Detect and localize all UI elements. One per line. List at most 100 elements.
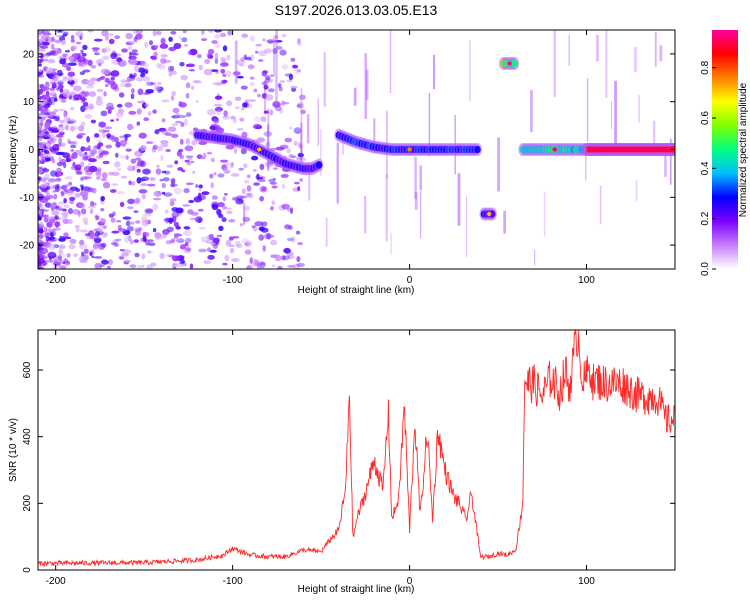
- spectrogram-noise-cell: [49, 203, 56, 209]
- spectrogram-noise-cell: [296, 69, 301, 73]
- spectrogram-noise-cell: [89, 208, 94, 215]
- spectrogram-noise-cell: [211, 195, 218, 200]
- spectrogram-noise-cell: [222, 206, 228, 210]
- spectrogram-noise-cell: [243, 102, 248, 107]
- spectrogram-noise-cell: [67, 56, 76, 60]
- spectrogram-noise-cell: [51, 159, 56, 164]
- spectrogram-noise-cell: [43, 226, 48, 234]
- spectrogram-noise-cell: [60, 40, 66, 46]
- spectrogram-noise-cell: [173, 42, 182, 50]
- spectrogram-noise-cell: [209, 173, 214, 179]
- spectrogram-noise-cell: [68, 208, 73, 215]
- spectrogram-noise-cell: [58, 119, 65, 123]
- spectrogram-noise-cell: [40, 241, 46, 248]
- spectrogram-noise-cell: [252, 225, 258, 232]
- spectrogram-noise-cell: [89, 251, 93, 256]
- spectrogram-noise-cell: [177, 167, 184, 171]
- spectrogram-noise-cell: [204, 58, 211, 65]
- spectrogram-noise-cell: [213, 30, 223, 33]
- spectrogram-noise-cell: [169, 239, 175, 244]
- spectrogram-noise-cell: [47, 216, 56, 221]
- spectrogram-noise-cell: [166, 226, 174, 233]
- spectrogram-noise-cell: [228, 236, 234, 241]
- spectrogram-noise-cell: [111, 135, 117, 143]
- spectrogram-noise-cell: [128, 55, 137, 61]
- spectrogram-noise-cell: [51, 99, 55, 106]
- spectrogram-noise-cell: [265, 141, 271, 148]
- spectrogram-noise-cell: [261, 81, 268, 86]
- spectrogram-noise-cell: [297, 242, 303, 246]
- spectrogram-noise-cell: [176, 238, 185, 244]
- spectrogram-noise-cell: [157, 145, 163, 152]
- spectrogram-noise-cell: [87, 59, 93, 66]
- spectrogram-noise-cell: [135, 77, 144, 82]
- spectrogram-noise-cell: [188, 69, 196, 72]
- spectrogram-noise-cell: [288, 73, 293, 81]
- spectrogram-noise-cell: [38, 132, 45, 136]
- spectrogram-noise-streak: [638, 95, 640, 123]
- spectrogram-noise-cell: [53, 244, 60, 249]
- spectrogram-noise-cell: [111, 230, 120, 234]
- spectrogram-noise-cell: [59, 265, 67, 269]
- colorbar: 0.0 0.2 0.4 0.6 0.8 Normalized spectral ampl…: [700, 30, 749, 276]
- spectrogram-noise-cell: [115, 220, 122, 223]
- spectrogram-noise-cell: [172, 263, 177, 269]
- spectrogram-noise-cell: [87, 187, 94, 193]
- spectrogram-noise-cell: [78, 243, 88, 250]
- spectrogram-noise-cell: [162, 191, 166, 195]
- spectrogram-noise-cell: [82, 44, 88, 51]
- spectrogram-noise-cell: [227, 30, 233, 36]
- spectrogram-noise-cell: [166, 218, 174, 223]
- spectrogram-noise-cell: [77, 132, 86, 136]
- spectrogram-noise-cell: [49, 81, 57, 85]
- spectrogram-noise-cell: [65, 183, 73, 187]
- spectrogram-noise-cell: [130, 125, 135, 129]
- spectrogram-noise-cell: [160, 57, 167, 64]
- spectrogram-noise-cell: [38, 258, 42, 262]
- spectrogram-noise-cell: [81, 251, 85, 257]
- spectrogram-noise-cell: [281, 183, 285, 189]
- spectrogram-y-ticks: -20 -10 0 10 20: [20, 49, 675, 252]
- spectrogram-noise-cell: [111, 50, 117, 57]
- spectrogram-noise-cell: [50, 170, 58, 177]
- spectrogram-noise-cell: [211, 40, 218, 44]
- spectrogram-noise-cell: [188, 199, 195, 204]
- spectrogram-noise-cell: [64, 124, 69, 131]
- spectrogram-noise-cell: [101, 30, 109, 37]
- spectrogram-noise-cell: [253, 258, 257, 263]
- spectrogram-noise-cell: [58, 244, 66, 250]
- spectrogram-noise-cell: [266, 234, 275, 238]
- spectrogram-noise-cell: [142, 92, 151, 95]
- spectrogram-noise-cell: [66, 120, 75, 124]
- spectrogram-noise-cell: [152, 228, 157, 233]
- spectrogram-noise-cell: [72, 97, 80, 101]
- spectrogram-noise-cell: [47, 251, 56, 258]
- spectrogram-noise-cell: [185, 155, 194, 159]
- spectrogram-noise-cell: [155, 31, 162, 36]
- spectrogram-noise-cell: [154, 45, 159, 49]
- spectrogram-noise-cell: [196, 54, 202, 59]
- spectrogram-noise-cell: [54, 215, 59, 220]
- spectrogram-noise-cell: [268, 178, 276, 183]
- spectrogram-noise-cell: [256, 93, 261, 98]
- spectrogram-noise-cell: [226, 54, 231, 61]
- spectrogram-noise-cell: [134, 252, 140, 258]
- colorbar-label: Normalized spectral amplitude: [738, 82, 749, 217]
- spectrogram-noise-cell: [45, 131, 50, 135]
- spectrogram-ridge: [518, 143, 590, 156]
- spectrogram-noise-cell: [83, 156, 88, 161]
- spectrogram-noise-cell: [88, 158, 97, 163]
- spectrogram-noise-cell: [129, 73, 133, 77]
- spectrogram-noise-cell: [63, 258, 69, 264]
- spectrogram-noise-cell: [96, 174, 102, 177]
- spectrogram-noise-cell: [66, 253, 71, 258]
- spectrogram-noise-cell: [45, 67, 54, 74]
- spectrogram-noise-cell: [168, 36, 173, 42]
- spectrogram-ridge-peak: [256, 147, 262, 152]
- spectrogram-noise-cell: [213, 103, 223, 107]
- spectrogram-noise-cell: [195, 184, 199, 188]
- spectrogram-noise-cell: [105, 106, 115, 111]
- spectrogram-noise-streak: [634, 46, 637, 72]
- spectrogram-noise-cell: [138, 226, 143, 232]
